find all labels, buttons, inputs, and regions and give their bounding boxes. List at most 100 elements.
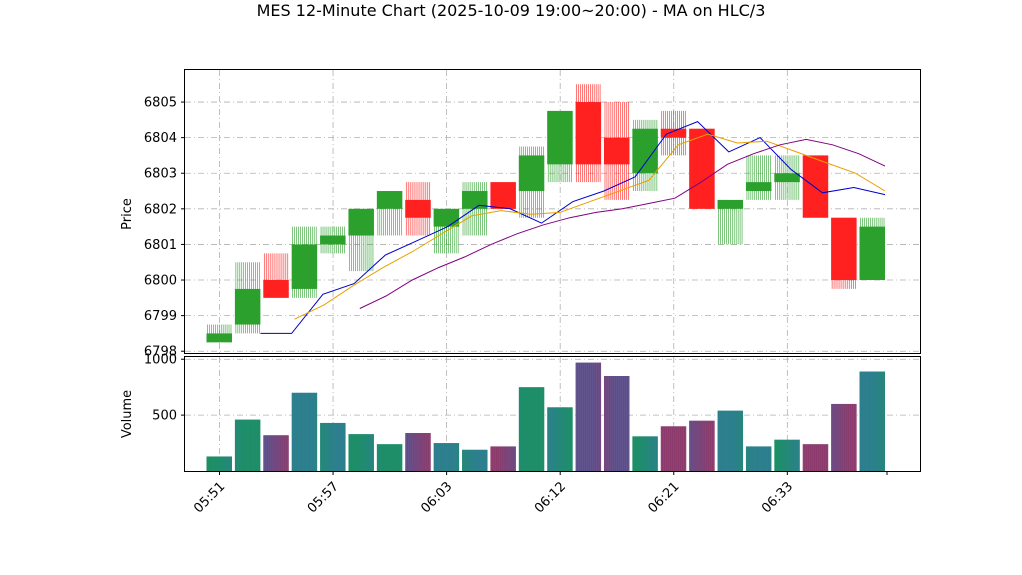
time-tick-label: 06:03 <box>418 479 455 516</box>
time-tick-label: 05:51 <box>191 479 228 516</box>
volume-bar <box>575 362 602 471</box>
volume-bar <box>320 422 346 471</box>
candle <box>320 226 346 254</box>
price-tick-label: 6802 <box>144 202 177 217</box>
candle-body <box>859 226 885 281</box>
volume-tick-label: 500 <box>152 409 177 424</box>
candle-body <box>547 110 573 165</box>
time-tick-label: 06:33 <box>759 479 796 516</box>
volume-bar <box>632 436 658 471</box>
candle <box>632 119 658 192</box>
volume-bar <box>831 403 857 471</box>
price-frame <box>184 69 921 354</box>
candle <box>518 146 545 218</box>
volume-bar <box>745 446 772 471</box>
volume-bar <box>263 435 289 471</box>
candle <box>802 155 829 218</box>
candle <box>234 262 261 334</box>
chart-title: MES 12-Minute Chart (2025-10-09 19:00~20… <box>257 1 766 20</box>
candle-body <box>717 199 744 209</box>
price-tick-label: 6804 <box>144 131 177 146</box>
candle <box>263 253 289 298</box>
volume-bar <box>376 444 403 471</box>
volume-bar <box>717 410 744 471</box>
price-tick-label: 6799 <box>144 309 177 324</box>
volume-bar <box>547 407 573 471</box>
volume-tick-label: 1000 <box>144 353 177 368</box>
volume-bar <box>689 420 715 471</box>
price-tick-label: 6803 <box>144 167 177 182</box>
candle-body <box>490 182 516 209</box>
candle-body <box>320 235 346 245</box>
volume-bar <box>603 376 630 471</box>
candle-body <box>689 128 715 209</box>
volume-bar <box>490 446 516 471</box>
volume-axis-label: Volume <box>120 390 135 438</box>
candle <box>745 155 772 200</box>
candle-body <box>376 191 403 209</box>
price-axis-label: Price <box>120 198 135 230</box>
volume-bar <box>234 419 261 471</box>
volume-bar <box>206 456 232 471</box>
price-tick-label: 6800 <box>144 274 177 289</box>
candle <box>575 84 602 183</box>
volume-bar <box>462 449 488 471</box>
candle <box>405 182 431 236</box>
candle-body <box>774 173 800 183</box>
volume-bar <box>348 434 374 471</box>
candle-body <box>291 244 318 289</box>
volume-bar <box>802 444 829 471</box>
volume-bar <box>518 387 545 471</box>
ma-mid-line <box>294 133 886 320</box>
candle <box>689 128 715 209</box>
time-tick-label: 06:12 <box>532 479 569 516</box>
candle <box>859 217 885 281</box>
price-tick-label: 6805 <box>144 96 177 111</box>
candle-body <box>263 280 289 298</box>
candle-body <box>518 155 545 192</box>
candle-body <box>234 288 261 325</box>
volume-panel: 500 1000 Volume <box>120 353 921 472</box>
candle <box>376 191 403 236</box>
candle-body <box>348 208 374 236</box>
ma-fast-line <box>260 121 886 334</box>
volume-bar <box>405 433 431 471</box>
time-axis: 05:51 05:57 06:03 06:12 06:21 06:33 <box>191 471 888 516</box>
price-tick-label: 6801 <box>144 238 177 253</box>
candle-body <box>660 128 687 138</box>
price-tick-label: 6798 <box>144 345 177 360</box>
candle-body <box>745 182 772 192</box>
candle-body <box>405 199 431 218</box>
candle-body <box>603 137 630 165</box>
candle <box>291 226 318 298</box>
candle-body <box>831 217 857 281</box>
volume-bars <box>206 362 885 471</box>
candle <box>490 182 516 209</box>
candle <box>717 199 744 245</box>
candle <box>433 208 460 254</box>
volume-frame <box>184 356 921 472</box>
volume-bar <box>774 439 800 471</box>
time-tick-label: 05:57 <box>305 479 342 516</box>
price-panel: 6798 6799 6800 6801 6802 6803 6804 6805 Price <box>120 69 921 360</box>
volume-bar <box>433 443 460 471</box>
candle-body <box>462 191 488 209</box>
candle-body <box>802 155 829 218</box>
candle <box>774 155 800 200</box>
candle <box>547 110 573 183</box>
candle-body <box>575 102 602 165</box>
moving-averages <box>260 121 886 334</box>
volume-bar <box>859 371 885 471</box>
candle <box>660 110 687 156</box>
candle-body <box>433 208 460 227</box>
candle <box>831 217 857 289</box>
candle <box>348 208 374 272</box>
candle <box>206 324 232 343</box>
ma-slow-line <box>359 138 886 309</box>
candles <box>206 84 885 343</box>
volume-bar <box>291 392 318 471</box>
volume-axis: 500 1000 <box>144 353 185 424</box>
price-axis: 6798 6799 6800 6801 6802 6803 6804 6805 <box>144 96 185 360</box>
volume-bar <box>660 426 687 471</box>
